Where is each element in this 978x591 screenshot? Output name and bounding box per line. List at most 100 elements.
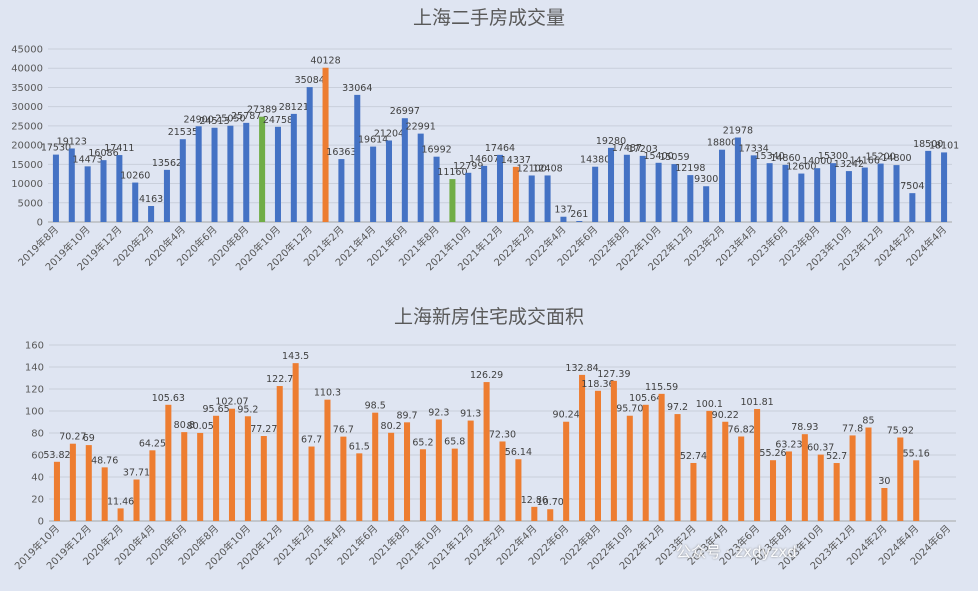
secondhand-data-label: 16363 <box>326 147 356 158</box>
secondhand-bar <box>814 168 821 222</box>
secondhand-bar <box>671 164 678 222</box>
newhome-data-label: 12.86 <box>521 495 548 506</box>
newhome-data-label: 11.46 <box>107 496 134 507</box>
secondhand-data-label: 14000 <box>802 156 832 167</box>
newhome-data-label: 76.7 <box>333 425 354 436</box>
newhome-data-label: 115.59 <box>645 382 678 393</box>
newhome-bar <box>531 506 538 521</box>
newhome-bar <box>117 508 124 521</box>
secondhand-data-label: 14337 <box>501 155 531 166</box>
secondhand-data-label: 25050 <box>215 114 245 125</box>
newhome-ytick-label: 140 <box>25 363 44 374</box>
secondhand-data-label: 261 <box>570 209 588 220</box>
secondhand-data-label: 17203 <box>628 144 658 155</box>
newhome-data-label: 56.14 <box>505 447 532 458</box>
newhome-bar <box>133 479 140 521</box>
secondhand-bar <box>211 127 218 222</box>
secondhand-data-label: 15340 <box>754 151 784 162</box>
secondhand-data-label: 14860 <box>770 153 800 164</box>
newhome-bar <box>499 441 506 521</box>
newhome-bar <box>801 434 808 521</box>
secondhand-bar <box>322 67 329 222</box>
newhome-data-label: 52.74 <box>680 451 707 462</box>
newhome-data-label: 105.63 <box>152 393 185 404</box>
newhome-data-label: 100.1 <box>696 399 723 410</box>
newhome-bar <box>738 436 745 521</box>
newhome-data-label: 90.22 <box>712 410 739 421</box>
newhome-bar <box>849 435 856 521</box>
newhome-bar <box>610 380 617 521</box>
secondhand-bar <box>750 155 757 222</box>
secondhand-data-label: 19280 <box>596 136 626 147</box>
secondhand-bar <box>68 148 75 222</box>
secondhand-data-label: 27389 <box>247 105 277 116</box>
newhome-bar <box>785 451 792 521</box>
secondhand-data-label: 12408 <box>532 163 562 174</box>
secondhand-data-label: 24513 <box>199 116 229 127</box>
secondhand-bar <box>243 122 250 222</box>
secondhand-ytick-label: 30000 <box>11 102 43 113</box>
newhome-ytick-label: 160 <box>25 341 44 352</box>
newhome-bar <box>833 463 840 521</box>
secondhand-data-label: 35084 <box>295 75 325 86</box>
secondhand-data-label: 15300 <box>818 151 848 162</box>
secondhand-bar <box>528 175 535 222</box>
secondhand-bar <box>370 146 377 222</box>
newhome-bar <box>388 432 395 521</box>
newhome-bar <box>579 374 586 521</box>
secondhand-data-label: 11160 <box>437 167 467 178</box>
newhome-data-label: 126.29 <box>470 370 503 381</box>
secondhand-bar <box>608 147 615 222</box>
newhome-data-label: 98.5 <box>365 401 386 412</box>
newhome-data-label: 55.26 <box>759 448 786 459</box>
newhome-bar <box>483 382 490 521</box>
newhome-bar <box>419 449 426 521</box>
newhome-bar <box>276 386 283 521</box>
newhome-bar <box>260 436 267 521</box>
newhome-data-label: 78.93 <box>791 422 818 433</box>
secondhand-data-label: 13242 <box>834 159 864 170</box>
secondhand-data-label: 7504 <box>900 181 924 192</box>
secondhand-data-label: 18800 <box>707 138 737 149</box>
secondhand-data-label: 9300 <box>694 174 718 185</box>
secondhand-bar <box>52 154 59 222</box>
newhome-data-label: 105.64 <box>629 393 662 404</box>
secondhand-bar <box>354 94 361 222</box>
secondhand-data-label: 40128 <box>310 56 340 67</box>
secondhand-data-label: 15059 <box>659 152 689 163</box>
newhome-bar <box>515 459 522 521</box>
newhome-bar <box>324 399 331 521</box>
secondhand-ytick-label: 35000 <box>11 83 43 94</box>
newhome-bar <box>53 461 60 521</box>
secondhand-ytick-label: 5000 <box>18 198 43 209</box>
newhome-data-label: 53.82 <box>43 450 70 461</box>
newhome-bar <box>435 419 442 521</box>
secondhand-bar <box>306 87 313 222</box>
secondhand-data-label: 16992 <box>421 145 451 156</box>
secondhand-bar <box>179 139 186 222</box>
newhome-bar <box>913 460 920 521</box>
newhome-bar <box>865 427 872 521</box>
secondhand-data-label: 16086 <box>88 148 118 159</box>
newhome-bar <box>451 448 458 521</box>
newhome-bar <box>308 446 315 521</box>
newhome-data-label: 95.70 <box>616 404 643 415</box>
secondhand-data-label: 25787 <box>231 111 261 122</box>
newhome-area-svg: 上海新房住宅成交面积 0 20 40 60 80 100 120 140 160 53.82 70.2… <box>12 306 956 572</box>
secondhand-data-label: 17530 <box>41 143 71 154</box>
secondhand-bar <box>417 133 424 222</box>
secondhand-data-label: 14800 <box>881 153 911 164</box>
newhome-bar <box>197 432 204 521</box>
newhome-bar <box>372 412 379 521</box>
secondhand-bar <box>623 154 630 222</box>
secondhand-ytick-label: 45000 <box>11 45 43 56</box>
secondhand-bar <box>655 162 662 222</box>
newhome-data-label: 60.37 <box>807 443 834 454</box>
secondhand-data-label: 24900 <box>184 114 214 125</box>
newhome-data-label: 67.7 <box>301 435 322 446</box>
newhome-ytick-label: 100 <box>25 407 44 418</box>
secondhand-bar <box>512 166 519 222</box>
secondhand-data-label: 28121 <box>279 102 309 113</box>
newhome-data-label: 75.92 <box>887 425 914 436</box>
secondhand-bar <box>766 163 773 222</box>
